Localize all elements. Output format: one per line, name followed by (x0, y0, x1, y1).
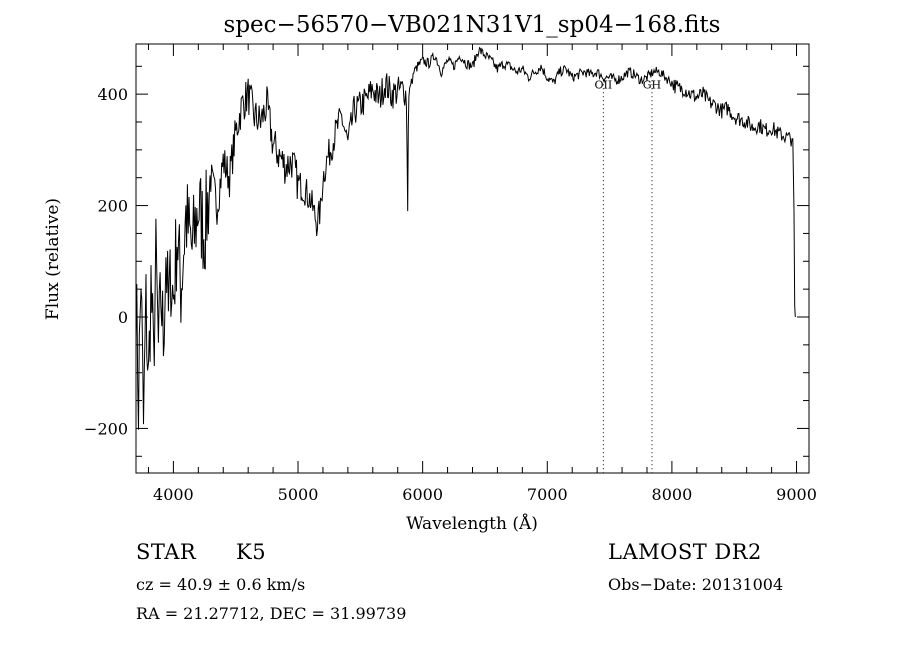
y-tick-label: 200 (97, 197, 128, 216)
survey-name: LAMOST DR2 (608, 540, 762, 564)
redshift-velocity: cz = 40.9 ± 0.6 km/s (136, 575, 306, 594)
object-class: STAR (136, 540, 197, 564)
axis-ticks: 4000 5000 6000 7000 8000 9000 −200 0 200 400 (84, 44, 817, 504)
chart-title: spec−56570−VB021N31V1_sp04−168.fits (224, 12, 721, 38)
emission-line-label: GH (643, 79, 661, 92)
emission-line-label: OII (595, 79, 613, 92)
plot-frame (135, 43, 810, 474)
coordinates: RA = 21.27712, DEC = 31.99739 (136, 604, 407, 623)
y-axis-label: Flux (relative) (43, 198, 63, 320)
y-tick-label: 400 (97, 85, 128, 104)
x-axis-label: Wavelength (Å) (406, 513, 538, 534)
y-tick-label: 0 (118, 308, 128, 327)
y-tick-label: −200 (84, 419, 128, 438)
x-tick-label: 4000 (153, 485, 194, 504)
x-tick-label: 5000 (278, 485, 319, 504)
observation-date: Obs−Date: 20131004 (608, 575, 784, 594)
x-tick-label: 9000 (776, 485, 817, 504)
x-tick-label: 6000 (402, 485, 443, 504)
object-subclass: K5 (236, 540, 267, 564)
emission-line-markers: OII GH (595, 79, 661, 473)
x-tick-label: 8000 (652, 485, 693, 504)
x-tick-label: 7000 (527, 485, 568, 504)
spectrum-series-line (135, 46, 796, 430)
